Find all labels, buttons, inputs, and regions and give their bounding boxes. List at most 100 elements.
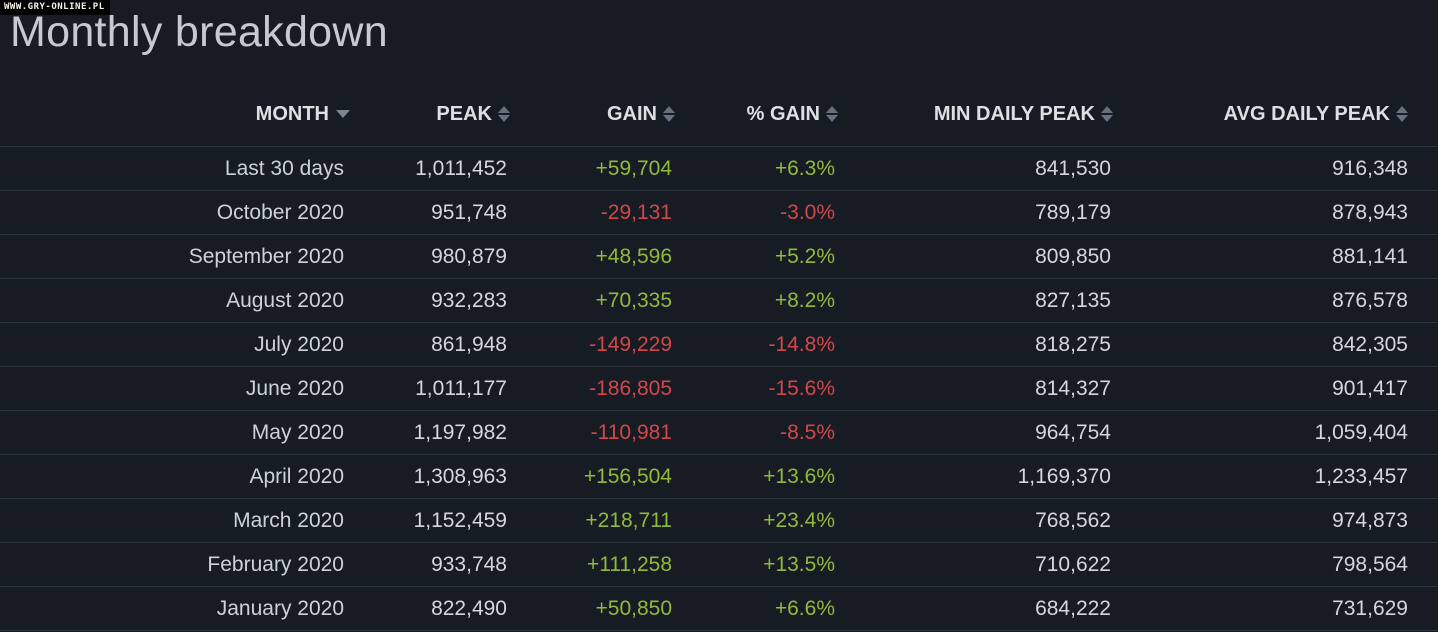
cell-gain: +218,711 (510, 498, 675, 543)
sort-toggle-icon (498, 106, 510, 122)
cell-gain: -110,981 (510, 410, 675, 455)
table-row: April 2020 1,308,963 +156,504 +13.6% 1,169,3… (0, 454, 1438, 499)
cell-peak: 1,197,982 (352, 410, 510, 455)
table-row: March 2020 1,152,459 +218,711 +23.4% 768,562… (0, 498, 1438, 543)
cell-gain_pct: +23.4% (675, 498, 838, 543)
table-row: Last 30 days 1,011,452 +59,704 +6.3% 841,530… (0, 146, 1438, 191)
column-header-gain[interactable]: GAIN (510, 82, 675, 147)
cell-avg_daily_peak: 731,629 (1113, 586, 1438, 631)
cell-peak: 861,948 (352, 322, 510, 367)
column-label: % GAIN (746, 102, 820, 125)
table-row: September 2020 980,879 +48,596 +5.2% 809,850… (0, 234, 1438, 279)
cell-month: May 2020 (0, 410, 352, 455)
sort-toggle-icon (1396, 106, 1408, 122)
table-row: August 2020 932,283 +70,335 +8.2% 827,135 876… (0, 278, 1438, 323)
cell-avg_daily_peak: 881,141 (1113, 234, 1438, 279)
column-label: MIN DAILY PEAK (933, 102, 1095, 125)
cell-min_daily_peak: 964,754 (838, 410, 1113, 455)
cell-gain: -149,229 (510, 322, 675, 367)
cell-gain: +50,850 (510, 586, 675, 631)
cell-month: March 2020 (0, 498, 352, 543)
cell-avg_daily_peak: 1,233,457 (1113, 454, 1438, 499)
column-header-month[interactable]: MONTH (0, 82, 352, 147)
cell-gain: +111,258 (510, 542, 675, 587)
cell-gain_pct: +6.3% (675, 146, 838, 191)
cell-gain_pct: -3.0% (675, 190, 838, 235)
monthly-breakdown-table: MONTH PEAK GAIN % GAIN MIN DAILY PEAK AVG DAI… (0, 82, 1438, 631)
column-header-gain_pct[interactable]: % GAIN (675, 82, 838, 147)
cell-gain_pct: +6.6% (675, 586, 838, 631)
cell-avg_daily_peak: 878,943 (1113, 190, 1438, 235)
cell-month: August 2020 (0, 278, 352, 323)
cell-min_daily_peak: 768,562 (838, 498, 1113, 543)
cell-min_daily_peak: 1,169,370 (838, 454, 1113, 499)
column-label: MONTH (255, 102, 329, 125)
cell-gain: +59,704 (510, 146, 675, 191)
cell-avg_daily_peak: 798,564 (1113, 542, 1438, 587)
cell-peak: 951,748 (352, 190, 510, 235)
cell-gain: +48,596 (510, 234, 675, 279)
column-header-avg_daily_peak[interactable]: AVG DAILY PEAK (1113, 82, 1438, 147)
sort-toggle-icon (663, 106, 675, 122)
cell-peak: 1,011,177 (352, 366, 510, 411)
cell-peak: 980,879 (352, 234, 510, 279)
cell-min_daily_peak: 684,222 (838, 586, 1113, 631)
sort-toggle-icon (826, 106, 838, 122)
cell-gain_pct: -8.5% (675, 410, 838, 455)
cell-gain_pct: +5.2% (675, 234, 838, 279)
cell-gain_pct: -14.8% (675, 322, 838, 367)
cell-peak: 822,490 (352, 586, 510, 631)
cell-gain_pct: +8.2% (675, 278, 838, 323)
cell-month: July 2020 (0, 322, 352, 367)
cell-month: September 2020 (0, 234, 352, 279)
cell-month: October 2020 (0, 190, 352, 235)
cell-min_daily_peak: 809,850 (838, 234, 1113, 279)
cell-avg_daily_peak: 916,348 (1113, 146, 1438, 191)
cell-min_daily_peak: 818,275 (838, 322, 1113, 367)
cell-gain: -29,131 (510, 190, 675, 235)
cell-gain: -186,805 (510, 366, 675, 411)
table-row: February 2020 933,748 +111,258 +13.5% 710,62… (0, 542, 1438, 587)
cell-gain_pct: +13.5% (675, 542, 838, 587)
table-body: Last 30 days 1,011,452 +59,704 +6.3% 841,530… (0, 146, 1438, 631)
cell-avg_daily_peak: 842,305 (1113, 322, 1438, 367)
column-header-min_daily_peak[interactable]: MIN DAILY PEAK (838, 82, 1113, 147)
cell-avg_daily_peak: 901,417 (1113, 366, 1438, 411)
column-header-peak[interactable]: PEAK (352, 82, 510, 147)
cell-min_daily_peak: 789,179 (838, 190, 1113, 235)
cell-month: February 2020 (0, 542, 352, 587)
column-label: GAIN (607, 102, 657, 125)
sort-desc-icon (336, 110, 350, 118)
cell-min_daily_peak: 841,530 (838, 146, 1113, 191)
table-row: January 2020 822,490 +50,850 +6.6% 684,222 73… (0, 586, 1438, 631)
cell-peak: 1,011,452 (352, 146, 510, 191)
cell-min_daily_peak: 827,135 (838, 278, 1113, 323)
cell-avg_daily_peak: 876,578 (1113, 278, 1438, 323)
table-row: May 2020 1,197,982 -110,981 -8.5% 964,754 1,0… (0, 410, 1438, 455)
cell-gain: +70,335 (510, 278, 675, 323)
cell-gain: +156,504 (510, 454, 675, 499)
cell-peak: 933,748 (352, 542, 510, 587)
cell-min_daily_peak: 710,622 (838, 542, 1113, 587)
cell-avg_daily_peak: 1,059,404 (1113, 410, 1438, 455)
cell-gain_pct: -15.6% (675, 366, 838, 411)
cell-month: Last 30 days (0, 146, 352, 191)
table-row: October 2020 951,748 -29,131 -3.0% 789,179 87… (0, 190, 1438, 235)
cell-avg_daily_peak: 974,873 (1113, 498, 1438, 543)
column-label: AVG DAILY PEAK (1223, 102, 1390, 125)
sort-toggle-icon (1101, 106, 1113, 122)
cell-month: April 2020 (0, 454, 352, 499)
cell-month: January 2020 (0, 586, 352, 631)
table-row: July 2020 861,948 -149,229 -14.8% 818,275 842… (0, 322, 1438, 367)
header-row: MONTH PEAK GAIN % GAIN MIN DAILY PEAK AVG DAI… (0, 82, 1438, 147)
column-label: PEAK (436, 102, 492, 125)
cell-gain_pct: +13.6% (675, 454, 838, 499)
page-title: Monthly breakdown (10, 8, 388, 56)
cell-peak: 932,283 (352, 278, 510, 323)
cell-peak: 1,152,459 (352, 498, 510, 543)
cell-month: June 2020 (0, 366, 352, 411)
table-row: June 2020 1,011,177 -186,805 -15.6% 814,327 9… (0, 366, 1438, 411)
cell-peak: 1,308,963 (352, 454, 510, 499)
cell-min_daily_peak: 814,327 (838, 366, 1113, 411)
watermark: WWW.GRY-ONLINE.PL (0, 0, 110, 15)
